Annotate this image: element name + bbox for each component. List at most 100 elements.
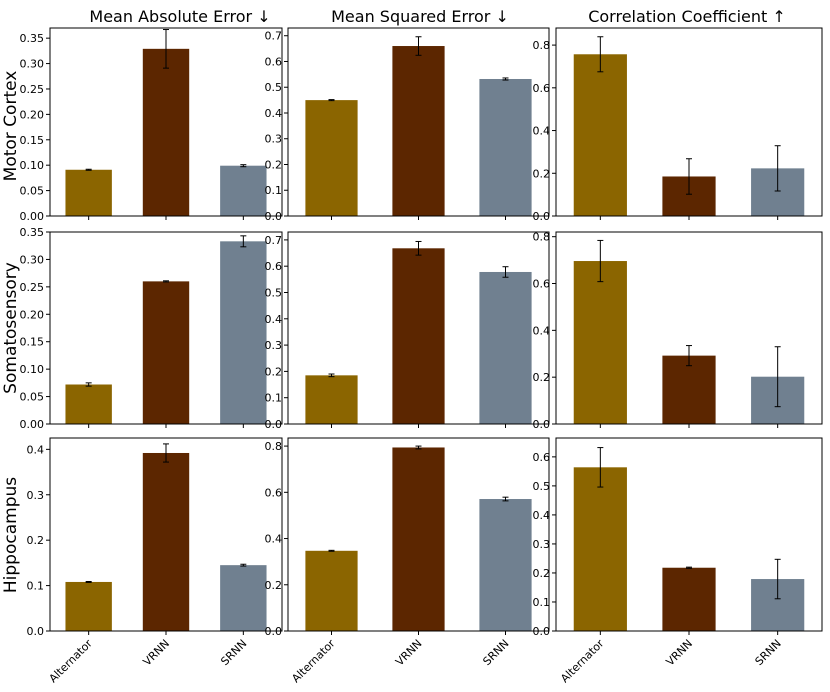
y-tick-label: 0.8 — [533, 231, 551, 244]
y-tick-label: 0.10 — [20, 159, 45, 172]
y-tick-label: 0.30 — [20, 253, 45, 266]
y-tick-label: 0.15 — [20, 134, 45, 147]
panel-hippocampus-corr: 0.0 0.1 0.2 0.3 0.4 0.5 0.6 Alternator VRNN SRNN — [533, 437, 823, 686]
panel-hippocampus-corr-errorbar-srnn — [774, 558, 781, 600]
x-tick-label-alternator: Alternator — [289, 637, 338, 686]
y-tick-label: 0.25 — [20, 83, 45, 96]
panel-somatosensory-mse-errorbar-vrnn — [415, 240, 422, 256]
y-tick-label: 0.8 — [265, 440, 283, 453]
x-tick-label-srnn: SRNN — [753, 637, 784, 668]
x-tick-label-alternator: Alternator — [558, 637, 607, 686]
panel-somatosensory-mae-bar-srnn — [220, 241, 267, 424]
panel-somatosensory-mse-errorbar-srnn — [502, 266, 509, 278]
y-tick-label: 0.4 — [533, 509, 551, 522]
y-tick-label: 0.0 — [27, 625, 45, 638]
x-tick-label-alternator: Alternator — [47, 637, 96, 686]
panel-somatosensory-mse-bar-vrnn — [392, 248, 445, 424]
panel-somatosensory-corr-bar-vrnn — [662, 355, 716, 424]
y-tick-label: 0.0 — [265, 625, 283, 638]
y-tick-label: 0.30 — [20, 58, 45, 71]
y-tick-label: 0.10 — [20, 363, 45, 376]
column-title-corr: Correlation Coefficient ↑ — [588, 7, 786, 26]
panel-hippocampus-mse-errorbar-alternator — [328, 549, 335, 552]
panel-hippocampus-mae-errorbar-alternator — [85, 581, 92, 583]
panel-somatosensory-corr: 0.0 0.2 0.4 0.6 0.8 — [533, 231, 823, 431]
panel-somatosensory-mse-bar-alternator — [305, 375, 358, 424]
panel-somatosensory-mae-errorbar-vrnn — [163, 280, 169, 283]
y-tick-label: 0.6 — [265, 260, 283, 273]
y-tick-label: 0.2 — [533, 567, 551, 580]
y-tick-label: 0.1 — [27, 580, 45, 593]
panel-somatosensory-corr-errorbar-vrnn — [686, 345, 692, 367]
row-label-motor-cortex: Motor Cortex — [1, 71, 21, 182]
y-tick-label: 0.4 — [265, 313, 283, 326]
panel-motor-cortex-mse-errorbar-vrnn — [415, 36, 422, 56]
y-tick-label: 0.35 — [20, 32, 45, 45]
panel-somatosensory-mse-bar-srnn — [479, 271, 532, 424]
y-tick-label: 0.2 — [27, 534, 45, 547]
panel-motor-cortex-corr: 0.0 0.2 0.4 0.6 0.8 — [533, 27, 823, 223]
panel-hippocampus-mae-bar-vrnn — [142, 452, 190, 631]
panel-hippocampus-corr-bar-alternator — [573, 467, 627, 631]
panel-hippocampus-corr-errorbar-alternator — [597, 447, 604, 488]
column-title-mae: Mean Absolute Error ↓ — [89, 7, 270, 26]
panel-motor-cortex-mae-errorbar-vrnn — [163, 29, 169, 69]
panel-motor-cortex-mae-bar-alternator — [65, 169, 112, 216]
panel-motor-cortex-mse-bar-srnn — [479, 78, 532, 216]
panel-somatosensory-mae-errorbar-srnn — [240, 235, 247, 248]
y-tick-label: 0.4 — [533, 324, 551, 337]
panel-motor-cortex-mse-bar-alternator — [305, 100, 358, 216]
panel-hippocampus-mse-errorbar-srnn — [502, 496, 509, 502]
panel-hippocampus-corr-errorbar-vrnn — [686, 566, 692, 569]
y-tick-label: 0.05 — [20, 391, 45, 404]
panel-motor-cortex-mae-errorbar-alternator — [85, 168, 92, 171]
panel-hippocampus-mae-errorbar-srnn — [240, 563, 247, 567]
panel-somatosensory-mae-bar-alternator — [65, 384, 112, 424]
y-tick-label: 0.35 — [20, 226, 45, 239]
y-tick-label: 0.1 — [265, 392, 283, 405]
panel-hippocampus-mse-bar-srnn — [479, 499, 532, 631]
y-tick-label: 0.4 — [265, 107, 283, 120]
y-tick-label: 0.6 — [533, 451, 551, 464]
y-tick-label: 0.2 — [533, 167, 551, 180]
y-tick-label: 0.0 — [533, 625, 551, 638]
y-tick-label: 0.0 — [533, 418, 551, 431]
panel-motor-cortex-mae-errorbar-srnn — [240, 164, 247, 168]
y-tick-label: 0.6 — [265, 55, 283, 68]
y-tick-label: 0.00 — [20, 418, 45, 431]
y-tick-label: 0.4 — [27, 443, 45, 456]
panel-hippocampus-mae-bar-alternator — [65, 581, 112, 631]
x-tick-label-vrnn: VRNN — [393, 637, 425, 669]
panel-somatosensory-corr-bar-alternator — [573, 261, 627, 424]
panel-hippocampus-mse: 0.0 0.2 0.4 0.6 0.8 Alternator VRNN SRNN — [265, 437, 550, 686]
panel-hippocampus-mse-bar-alternator — [305, 550, 358, 631]
y-tick-label: 0.6 — [265, 486, 283, 499]
y-tick-label: 0.1 — [533, 596, 551, 609]
y-tick-label: 0.25 — [20, 281, 45, 294]
y-tick-label: 0.7 — [265, 234, 283, 247]
panel-hippocampus-mse-bar-vrnn — [392, 447, 445, 631]
row-label-hippocampus: Hippocampus — [1, 477, 21, 593]
y-tick-label: 0.00 — [20, 210, 45, 223]
row-label-somatosensory: Somatosensory — [1, 262, 21, 394]
y-tick-label: 0.5 — [533, 480, 551, 493]
panel-motor-cortex-corr-bar-alternator — [573, 54, 627, 217]
y-tick-label: 0.1 — [265, 184, 283, 197]
x-tick-label-vrnn: VRNN — [664, 637, 696, 669]
panel-motor-cortex-mse: 0.0 0.1 0.2 0.3 0.4 0.5 0.6 0.7 — [265, 27, 550, 223]
panel-motor-cortex-corr-errorbar-srnn — [774, 145, 781, 192]
chart-panels: 0.00 0.05 0.10 0.15 0.20 0.25 0.30 0.35 0.0 0.1 0.… — [20, 27, 823, 686]
y-tick-label: 0.2 — [265, 579, 283, 592]
panel-somatosensory-mae-errorbar-alternator — [85, 382, 92, 387]
panel-motor-cortex-mae-bar-srnn — [220, 165, 267, 216]
panel-hippocampus-mae: 0.0 0.1 0.2 0.3 0.4 Alternator VRNN SRNN — [27, 437, 283, 686]
panel-motor-cortex-mse-bar-vrnn — [392, 46, 445, 216]
panel-somatosensory-corr-errorbar-alternator — [597, 239, 604, 283]
panel-somatosensory-mae-bar-vrnn — [142, 281, 190, 424]
y-tick-label: 0.0 — [533, 210, 551, 223]
panel-motor-cortex-mae-bar-vrnn — [142, 48, 190, 217]
y-tick-label: 0.20 — [20, 308, 45, 321]
panel-somatosensory-mse-errorbar-alternator — [328, 373, 335, 378]
y-tick-label: 0.15 — [20, 336, 45, 349]
panel-motor-cortex-mse-errorbar-alternator — [328, 99, 335, 102]
